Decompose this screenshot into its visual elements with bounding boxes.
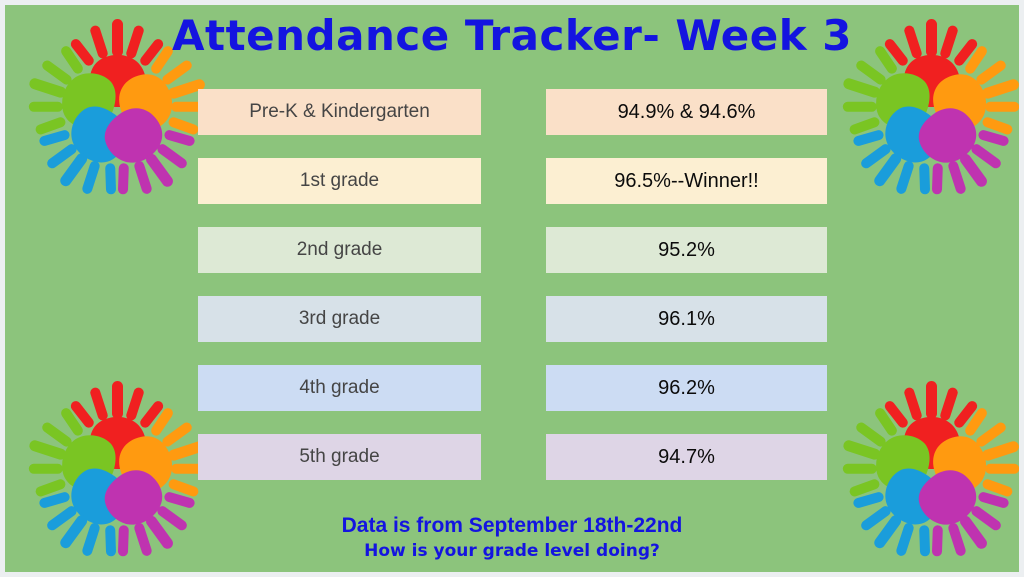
attendance-value-bar: 95.2% [546,227,827,273]
grade-label-bar: 2nd grade [198,227,481,273]
footer-date-range: Data is from September 18th-22nd [341,514,683,537]
attendance-value-bar: 94.9% & 94.6% [546,89,827,135]
grade-label: Pre-K & Kindergarten [249,101,430,122]
footer: Data is from September 18th-22nd How is … [5,513,1019,563]
grade-label: 1st grade [299,170,380,191]
grade-label-bar: 5th grade [198,434,481,480]
attendance-value-bar: 96.2% [546,365,827,411]
table-row: 3rd grade 96.1% [5,296,1019,342]
attendance-value: 95.2% [658,238,715,261]
attendance-value: 96.2% [658,376,715,399]
grade-label: 2nd grade [296,239,383,260]
grade-label: 5th grade [299,446,380,467]
attendance-value-bar: 96.1% [546,296,827,342]
grade-label-bar: 1st grade [198,158,481,204]
page-title: Attendance Tracker- Week 3 [172,11,852,60]
grade-label-bar: 4th grade [198,365,481,411]
grade-label-bar: Pre-K & Kindergarten [198,89,481,135]
grade-label: 3rd grade [298,308,381,329]
table-row: 1st grade 96.5%--Winner!! [5,158,1019,204]
attendance-value-bar: 96.5%--Winner!! [546,158,827,204]
table-row: Pre-K & Kindergarten 94.9% & 94.6% [5,89,1019,135]
table-row: 2nd grade 95.2% [5,227,1019,273]
attendance-value: 96.1% [658,307,715,330]
attendance-value: 96.5%--Winner!! [614,169,759,192]
table-row: 5th grade 94.7% [5,434,1019,480]
grade-label-bar: 3rd grade [198,296,481,342]
attendance-value: 94.7% [658,445,715,468]
attendance-rows: Pre-K & Kindergarten 94.9% & 94.6% 1st gra… [5,89,1019,503]
table-row: 4th grade 96.2% [5,365,1019,411]
footer-question: How is your grade level doing? [364,541,660,561]
grade-label: 4th grade [299,377,380,398]
attendance-value-bar: 94.7% [546,434,827,480]
attendance-value: 94.9% & 94.6% [617,100,756,123]
